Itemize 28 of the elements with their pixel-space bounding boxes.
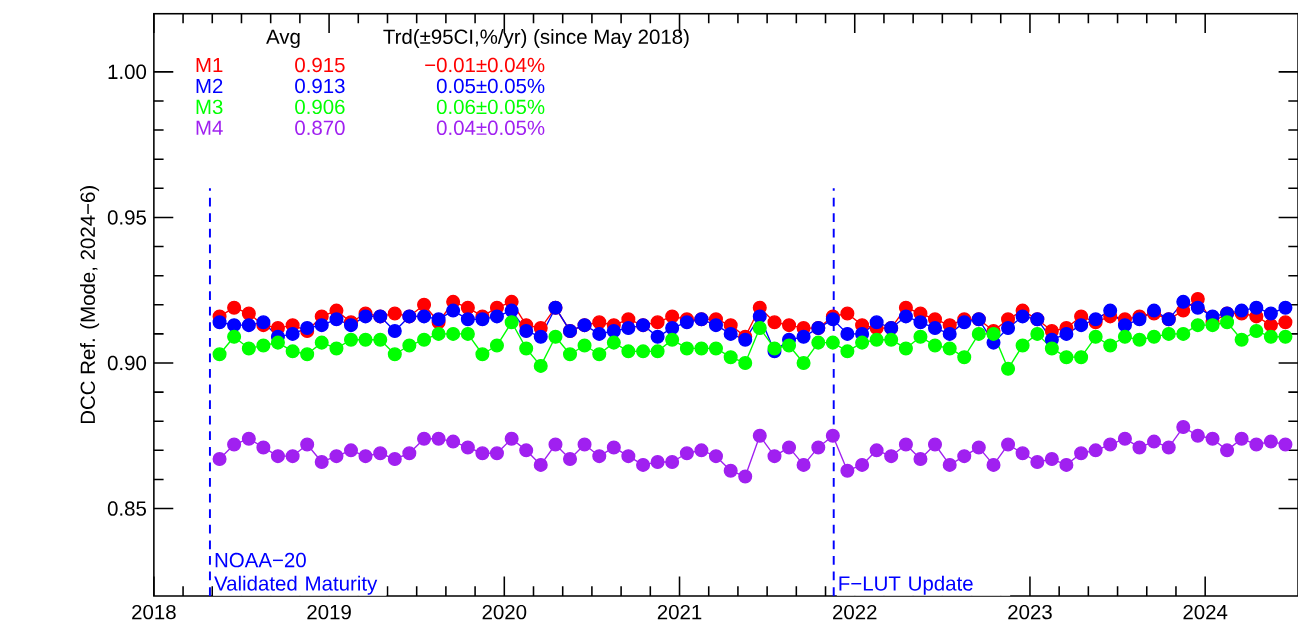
x-tick-label: 2022 bbox=[833, 604, 877, 620]
annotation: 0.870 bbox=[295, 120, 345, 136]
x-tick-label: 2021 bbox=[657, 604, 702, 620]
annotation: 0.913 bbox=[295, 78, 345, 94]
y-tick-label: 0.90 bbox=[107, 355, 147, 371]
annotation: 0.06±0.05% bbox=[436, 99, 545, 115]
annotation: 0.906 bbox=[295, 99, 345, 115]
annotation: 0.04±0.05% bbox=[436, 120, 545, 136]
ref-line-label: F−LUT Update bbox=[839, 575, 973, 595]
text: M4 bbox=[196, 120, 223, 135]
x-tick-label: 2020 bbox=[482, 604, 527, 620]
y-tick-label: 0.95 bbox=[107, 210, 146, 225]
text: M1 bbox=[196, 58, 223, 73]
x-tick-label: 2024 bbox=[1183, 604, 1228, 620]
x-tick-label: 2018 bbox=[132, 604, 176, 620]
x-tick-label: 2019 bbox=[307, 604, 351, 620]
x-tick-label: 2023 bbox=[1008, 604, 1052, 620]
y-axis-title: DCC Ref. (Mode, 2024−6) bbox=[80, 186, 100, 424]
text: M3 bbox=[196, 99, 223, 115]
annotation: Avg bbox=[266, 29, 300, 49]
annotation: 0.05±0.05% bbox=[436, 78, 545, 94]
annotation: 0.915 bbox=[295, 57, 345, 73]
annotation: −0.01±0.04% bbox=[425, 57, 545, 73]
text: M2 bbox=[196, 78, 223, 94]
y-tick-label: 0.85 bbox=[107, 501, 146, 516]
y-tick-label: 1.00 bbox=[108, 64, 147, 80]
ref-line-label: NOAA−20 Validated Maturity bbox=[214, 552, 378, 595]
annotation: Trd(±95CI,%/yr) (since May 2018) bbox=[383, 29, 689, 49]
